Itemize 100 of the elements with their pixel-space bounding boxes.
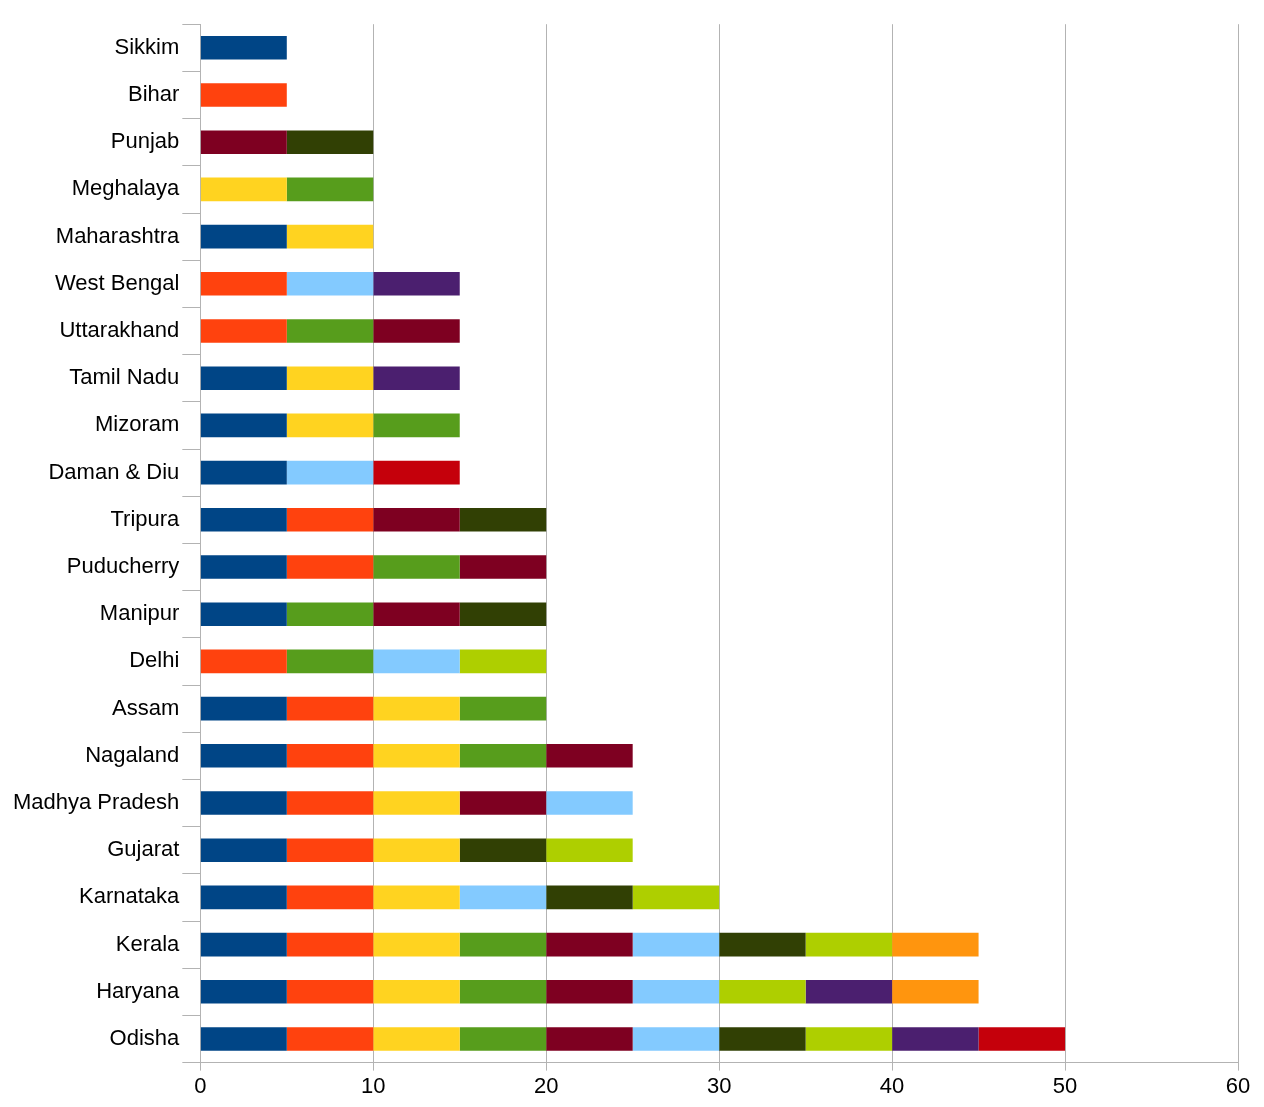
bar: [719, 980, 806, 1004]
bar: [373, 366, 460, 390]
y-tick-label: Nagaland: [85, 741, 180, 767]
bar: [719, 1027, 806, 1051]
bar: [200, 413, 287, 438]
y-tick-label: Daman & Diu: [48, 458, 180, 484]
bar: [546, 885, 633, 910]
bar: [200, 791, 287, 815]
bar: [286, 460, 374, 485]
bar: [200, 460, 287, 485]
bar: [546, 838, 633, 862]
bar: [373, 1027, 460, 1051]
bar: [459, 932, 547, 957]
bar: [459, 508, 547, 532]
bar: [200, 508, 287, 532]
bar: [546, 980, 633, 1004]
bar: [200, 744, 287, 768]
bar: [286, 885, 374, 910]
y-tick-label: Maharashtra: [55, 222, 181, 248]
bar: [200, 932, 287, 957]
bar: [459, 1027, 547, 1051]
bar: [200, 885, 287, 910]
bar: [373, 319, 460, 343]
bar: [373, 744, 460, 768]
bar: [892, 1027, 979, 1051]
bar: [286, 177, 374, 202]
y-tick-label: Mizoram: [94, 411, 180, 437]
bar: [459, 602, 547, 626]
bar: [286, 555, 374, 579]
bar: [286, 1027, 374, 1051]
bar: [459, 980, 547, 1004]
bar: [892, 932, 979, 957]
bar: [546, 791, 633, 815]
x-tick-label: 60: [1225, 1072, 1251, 1098]
bar: [459, 696, 547, 721]
x-tick-label: 10: [361, 1072, 386, 1098]
bar: [200, 224, 287, 249]
bar: [200, 130, 287, 154]
bar: [805, 1027, 893, 1051]
bar: [373, 838, 460, 862]
bar: [286, 413, 374, 438]
bar: [286, 696, 374, 721]
bar: [373, 980, 460, 1004]
y-tick-label: Karnataka: [79, 883, 181, 909]
bar: [632, 932, 720, 957]
y-tick-label: Sikkim: [114, 33, 180, 59]
bar: [546, 932, 633, 957]
bar: [200, 838, 287, 862]
bar: [286, 366, 374, 390]
x-tick-label: 30: [706, 1072, 732, 1098]
bar: [200, 366, 287, 390]
bar: [978, 1027, 1066, 1051]
bar: [373, 508, 460, 532]
y-tick-label: Tamil Nadu: [69, 364, 180, 390]
bar: [632, 1027, 720, 1051]
bar: [373, 602, 460, 626]
bar: [200, 36, 287, 60]
x-tick-label: 20: [533, 1072, 559, 1098]
bar: [459, 791, 547, 815]
bar: [286, 130, 374, 154]
y-tick-label: Madhya Pradesh: [12, 789, 180, 815]
y-tick-label: Assam: [112, 694, 180, 720]
bar: [286, 980, 374, 1004]
y-tick-label: Tripura: [110, 505, 181, 531]
bar: [286, 932, 374, 957]
y-tick-label: Manipur: [99, 600, 180, 626]
y-tick-label: Delhi: [129, 647, 180, 673]
bar: [200, 319, 287, 343]
bar: [373, 413, 460, 438]
bar: [200, 980, 287, 1004]
bar: [373, 696, 460, 721]
bar: [286, 508, 374, 532]
bar: [373, 649, 460, 674]
y-tick-label: Kerala: [115, 930, 181, 956]
y-tick-label: Gujarat: [107, 836, 180, 862]
bar: [459, 649, 547, 674]
y-tick-label: Punjab: [110, 128, 180, 154]
bar: [286, 224, 374, 249]
bar: [200, 555, 287, 579]
bar: [286, 838, 374, 862]
bar: [286, 602, 374, 626]
y-tick-label: West Bengal: [54, 269, 180, 295]
bar: [200, 696, 287, 721]
y-tick-label: Meghalaya: [71, 175, 181, 201]
bar: [200, 602, 287, 626]
bar: [459, 555, 547, 579]
bar: [459, 885, 547, 910]
bar: [719, 932, 806, 957]
bar: [200, 1027, 287, 1051]
bar: [286, 272, 374, 296]
bar: [373, 791, 460, 815]
bar: [632, 885, 720, 910]
bar: [286, 791, 374, 815]
x-tick-label: 40: [879, 1072, 905, 1098]
bar: [200, 272, 287, 296]
bar: [805, 932, 893, 957]
bar: [373, 555, 460, 579]
bar: [200, 649, 287, 674]
bar: [286, 649, 374, 674]
bar: [632, 980, 720, 1004]
